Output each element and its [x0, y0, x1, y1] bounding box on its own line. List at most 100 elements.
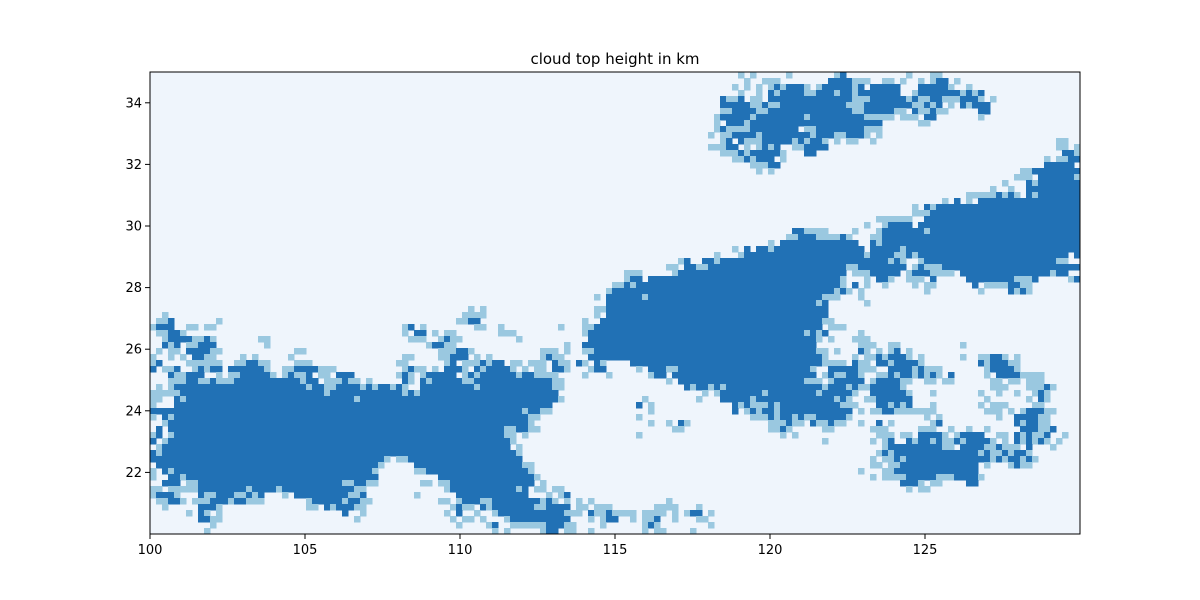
- heatmap-cell: [672, 348, 679, 355]
- heatmap-cell: [474, 474, 481, 481]
- heatmap-cell: [792, 228, 799, 235]
- heatmap-cell: [786, 324, 793, 331]
- heatmap-cell: [480, 402, 487, 409]
- heatmap-cell: [990, 240, 997, 247]
- heatmap-cell: [708, 372, 715, 379]
- heatmap-cell: [522, 516, 529, 523]
- heatmap-cell: [270, 468, 277, 475]
- heatmap-cell: [300, 348, 307, 355]
- heatmap-cell: [792, 378, 799, 385]
- heatmap-cell: [282, 420, 289, 427]
- heatmap-cell: [846, 366, 853, 373]
- heatmap-cell: [786, 402, 793, 409]
- heatmap-cell: [306, 396, 313, 403]
- heatmap-cell: [888, 216, 895, 223]
- heatmap-cell: [768, 162, 775, 169]
- heatmap-cell: [516, 426, 523, 433]
- heatmap-cell: [1008, 276, 1015, 283]
- heatmap-cell: [546, 396, 553, 403]
- heatmap-cell: [990, 366, 997, 373]
- heatmap-cell: [432, 408, 439, 415]
- heatmap-cell: [150, 456, 157, 463]
- heatmap-cell: [360, 492, 367, 499]
- heatmap-cell: [564, 522, 571, 529]
- heatmap-cell: [942, 204, 949, 211]
- heatmap-cell: [180, 462, 187, 469]
- heatmap-cell: [312, 474, 319, 481]
- heatmap-cell: [918, 426, 925, 433]
- heatmap-cell: [774, 384, 781, 391]
- heatmap-cell: [180, 450, 187, 457]
- heatmap-cell: [156, 444, 163, 451]
- heatmap-cell: [822, 288, 829, 295]
- heatmap-cell: [360, 384, 367, 391]
- heatmap-cell: [342, 474, 349, 481]
- heatmap-cell: [798, 282, 805, 289]
- heatmap-cell: [870, 384, 877, 391]
- heatmap-cell: [654, 354, 661, 361]
- heatmap-cell: [936, 444, 943, 451]
- heatmap-cell: [744, 276, 751, 283]
- heatmap-cell: [222, 462, 229, 469]
- heatmap-cell: [492, 492, 499, 499]
- heatmap-cell: [186, 360, 193, 367]
- heatmap-cell: [780, 348, 787, 355]
- heatmap-cell: [678, 360, 685, 367]
- heatmap-cell: [816, 132, 823, 139]
- heatmap-cell: [660, 342, 667, 349]
- heatmap-cell: [798, 408, 805, 415]
- heatmap-cell: [846, 108, 853, 115]
- heatmap-cell: [1062, 192, 1069, 199]
- heatmap-cell: [774, 126, 781, 133]
- heatmap-cell: [486, 522, 493, 529]
- heatmap-cell: [420, 480, 427, 487]
- heatmap-cell: [876, 396, 883, 403]
- heatmap-cell: [756, 150, 763, 157]
- heatmap-cell: [840, 132, 847, 139]
- heatmap-cell: [150, 390, 157, 397]
- heatmap-cell: [846, 132, 853, 139]
- heatmap-cell: [516, 486, 523, 493]
- heatmap-cell: [942, 252, 949, 259]
- heatmap-cell: [924, 366, 931, 373]
- heatmap-cell: [156, 450, 163, 457]
- heatmap-cell: [564, 516, 571, 523]
- heatmap-cell: [450, 402, 457, 409]
- heatmap-cell: [972, 456, 979, 463]
- heatmap-cell: [1032, 378, 1039, 385]
- heatmap-cell: [330, 420, 337, 427]
- heatmap-cell: [750, 348, 757, 355]
- heatmap-cell: [366, 420, 373, 427]
- heatmap-cell: [222, 396, 229, 403]
- heatmap-cell: [894, 234, 901, 241]
- heatmap-cell: [786, 132, 793, 139]
- y-tick-label: 28: [125, 281, 142, 296]
- heatmap-cell: [210, 384, 217, 391]
- heatmap-cell: [768, 396, 775, 403]
- heatmap-cell: [348, 462, 355, 469]
- heatmap-cell: [882, 228, 889, 235]
- heatmap-cell: [948, 450, 955, 457]
- heatmap-cell: [810, 126, 817, 133]
- heatmap-cell: [990, 270, 997, 277]
- heatmap-cell: [180, 396, 187, 403]
- heatmap-cell: [1008, 378, 1015, 385]
- heatmap-cell: [1050, 216, 1057, 223]
- heatmap-cell: [648, 312, 655, 319]
- heatmap-cell: [864, 342, 871, 349]
- heatmap-cell: [762, 144, 769, 151]
- heatmap-cell: [294, 426, 301, 433]
- heatmap-cell: [204, 528, 211, 534]
- heatmap-cell: [888, 366, 895, 373]
- heatmap-cell: [828, 276, 835, 283]
- heatmap-cell: [804, 120, 811, 127]
- heatmap-cell: [1020, 426, 1027, 433]
- heatmap-cell: [810, 144, 817, 151]
- heatmap-cell: [1050, 198, 1057, 205]
- heatmap-cell: [978, 204, 985, 211]
- heatmap-cell: [204, 492, 211, 499]
- heatmap-cell: [780, 414, 787, 421]
- heatmap-cell: [732, 270, 739, 277]
- heatmap-cell: [720, 366, 727, 373]
- heatmap-cell: [318, 426, 325, 433]
